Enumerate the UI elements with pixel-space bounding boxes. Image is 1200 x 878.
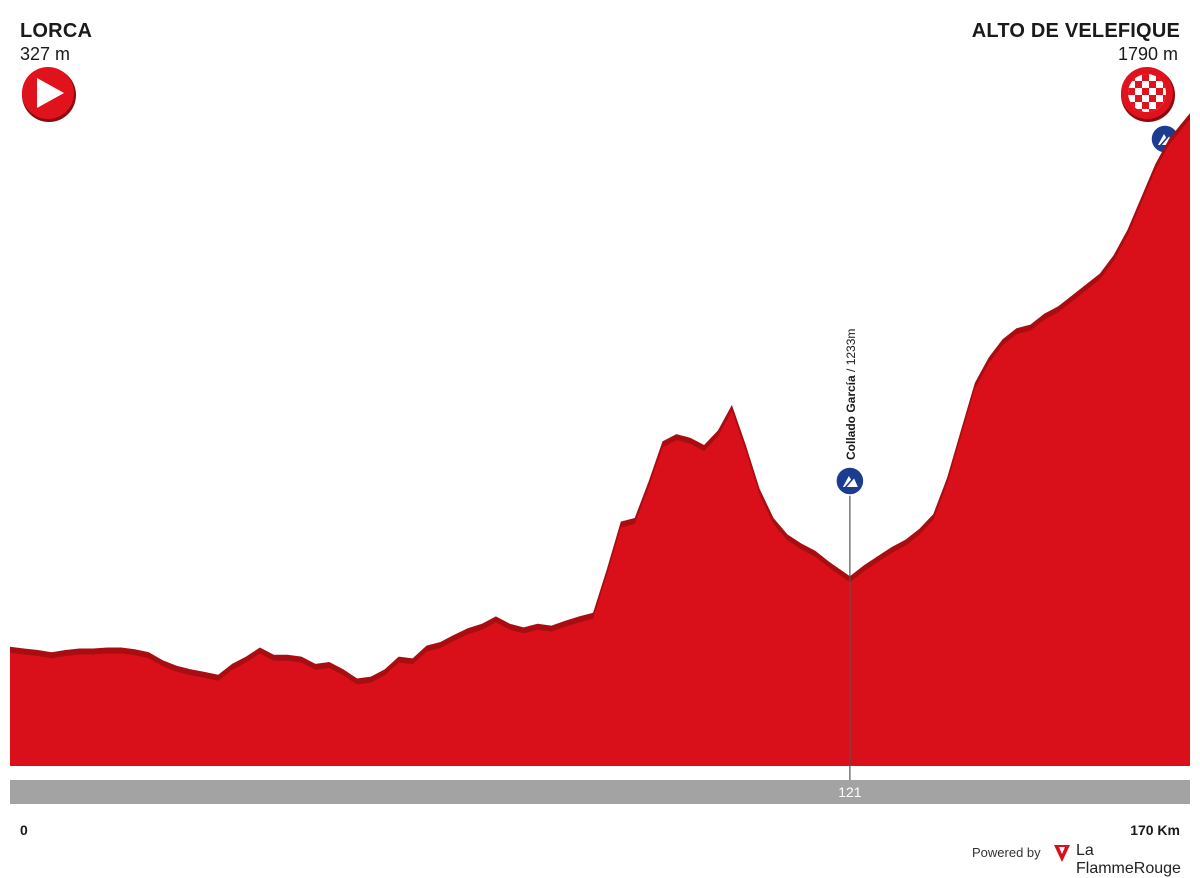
start-town-name: LORCA [20, 20, 93, 42]
climb-icon-slash [844, 473, 858, 489]
climb-name-label: Collado García / 1233m [844, 329, 858, 460]
start-altitude: 327 m [20, 44, 71, 64]
distance-bar [10, 780, 1190, 804]
flamme-rouge-logo-icon [1054, 845, 1070, 862]
powered-by-text: Powered by [972, 845, 1041, 860]
km-end-label: 170 Km [1130, 822, 1180, 838]
climb-km-label: 121 [838, 784, 862, 800]
km-start-label: 0 [20, 822, 28, 838]
baseline-strip [10, 766, 1190, 780]
finish-checkered-flag-icon [1121, 67, 1175, 122]
finish-town-name: ALTO DE VELEFIQUE [971, 20, 1180, 42]
profile-area [10, 119, 1190, 767]
finish-altitude: 1790 m [1117, 44, 1178, 64]
start-play-icon [22, 67, 76, 122]
brand-name: La FlammeRouge [1076, 842, 1181, 877]
climb-icon [835, 466, 865, 496]
